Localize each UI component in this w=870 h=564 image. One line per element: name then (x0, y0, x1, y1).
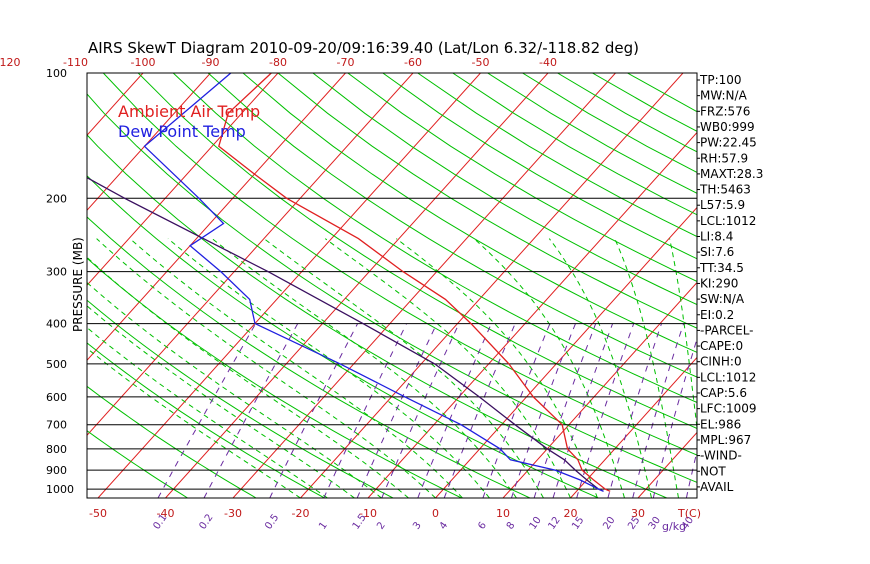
top-temp-tick-label: -100 (131, 56, 156, 69)
index-label: L57:5.9 (700, 198, 745, 212)
pressure-tick-label: 600 (46, 391, 67, 404)
top-temp-tick-label: -40 (539, 56, 557, 69)
y-axis-label: PRESSURE (MB) (71, 237, 85, 332)
pressure-tick-label: 900 (46, 464, 67, 477)
bottom-temp-tick-label: 10 (496, 507, 510, 520)
index-label: LCL:1012 (700, 214, 756, 228)
top-temp-tick-label: -120 (0, 56, 20, 69)
index-label: CAP:5.6 (700, 386, 747, 400)
index-label: MPL:967 (700, 433, 751, 447)
index-label: NOT (700, 464, 726, 478)
index-label: PW:22.45 (700, 136, 757, 150)
index-label: -PARCEL- (700, 323, 754, 337)
top-temp-tick-labels: -120 -110 -100 -90 -80 -70 -60 -50 -40 (0, 56, 557, 69)
legend-dew-point-temp: Dew Point Temp (118, 122, 246, 141)
pressure-tick-label: 200 (46, 192, 67, 205)
index-label: LI:8.4 (700, 230, 733, 244)
mixing-ratio-unit-label: g/kg (662, 520, 686, 533)
top-temp-tick-label: -80 (269, 56, 287, 69)
bottom-temp-tick-label: 0 (432, 507, 439, 520)
index-label: EI:0.2 (700, 308, 734, 322)
index-label: AVAIL (700, 480, 734, 494)
pressure-tick-label: 800 (46, 443, 67, 456)
top-temp-tick-label: -50 (472, 56, 490, 69)
index-label: MW:N/A (700, 89, 748, 103)
index-label: EL:986 (700, 417, 741, 431)
top-temp-tick-label: -90 (202, 56, 220, 69)
index-label: CINH:0 (700, 355, 742, 369)
index-label: -WIND- (700, 449, 742, 463)
bottom-temp-tick-label: -30 (224, 507, 242, 520)
bottom-temp-tick-label: -20 (292, 507, 310, 520)
top-temp-tick-label: -110 (63, 56, 88, 69)
top-temp-tick-label: -60 (404, 56, 422, 69)
index-label: LCL:1012 (700, 370, 756, 384)
pressure-tick-label: 300 (46, 266, 67, 279)
x-axis-label: T(C) (677, 507, 701, 520)
index-label: TH:5463 (699, 183, 751, 197)
legend-ambient-air-temp: Ambient Air Temp (118, 102, 260, 121)
index-label: FRZ:576 (700, 104, 750, 118)
pressure-tick-label: 700 (46, 419, 67, 432)
index-label: MAXT:28.3 (700, 167, 763, 181)
index-label: SI:7.6 (700, 245, 734, 259)
pressure-tick-label: 400 (46, 318, 67, 331)
index-label: LFC:1009 (700, 402, 757, 416)
index-label: WB0:999 (700, 120, 755, 134)
index-label: KI:290 (700, 276, 738, 290)
chart-title: AIRS SkewT Diagram 2010-09-20/09:16:39.4… (88, 39, 639, 57)
index-label: TT:34.5 (699, 261, 744, 275)
index-label: CAPE:0 (700, 339, 743, 353)
index-label: TP:100 (699, 73, 742, 87)
index-label: SW:N/A (700, 292, 745, 306)
bottom-temp-tick-label: -50 (89, 507, 107, 520)
pressure-tick-label: 500 (46, 358, 67, 371)
index-label: RH:57.9 (700, 151, 748, 165)
top-temp-tick-label: -70 (337, 56, 355, 69)
pressure-tick-label: 1000 (46, 483, 74, 496)
